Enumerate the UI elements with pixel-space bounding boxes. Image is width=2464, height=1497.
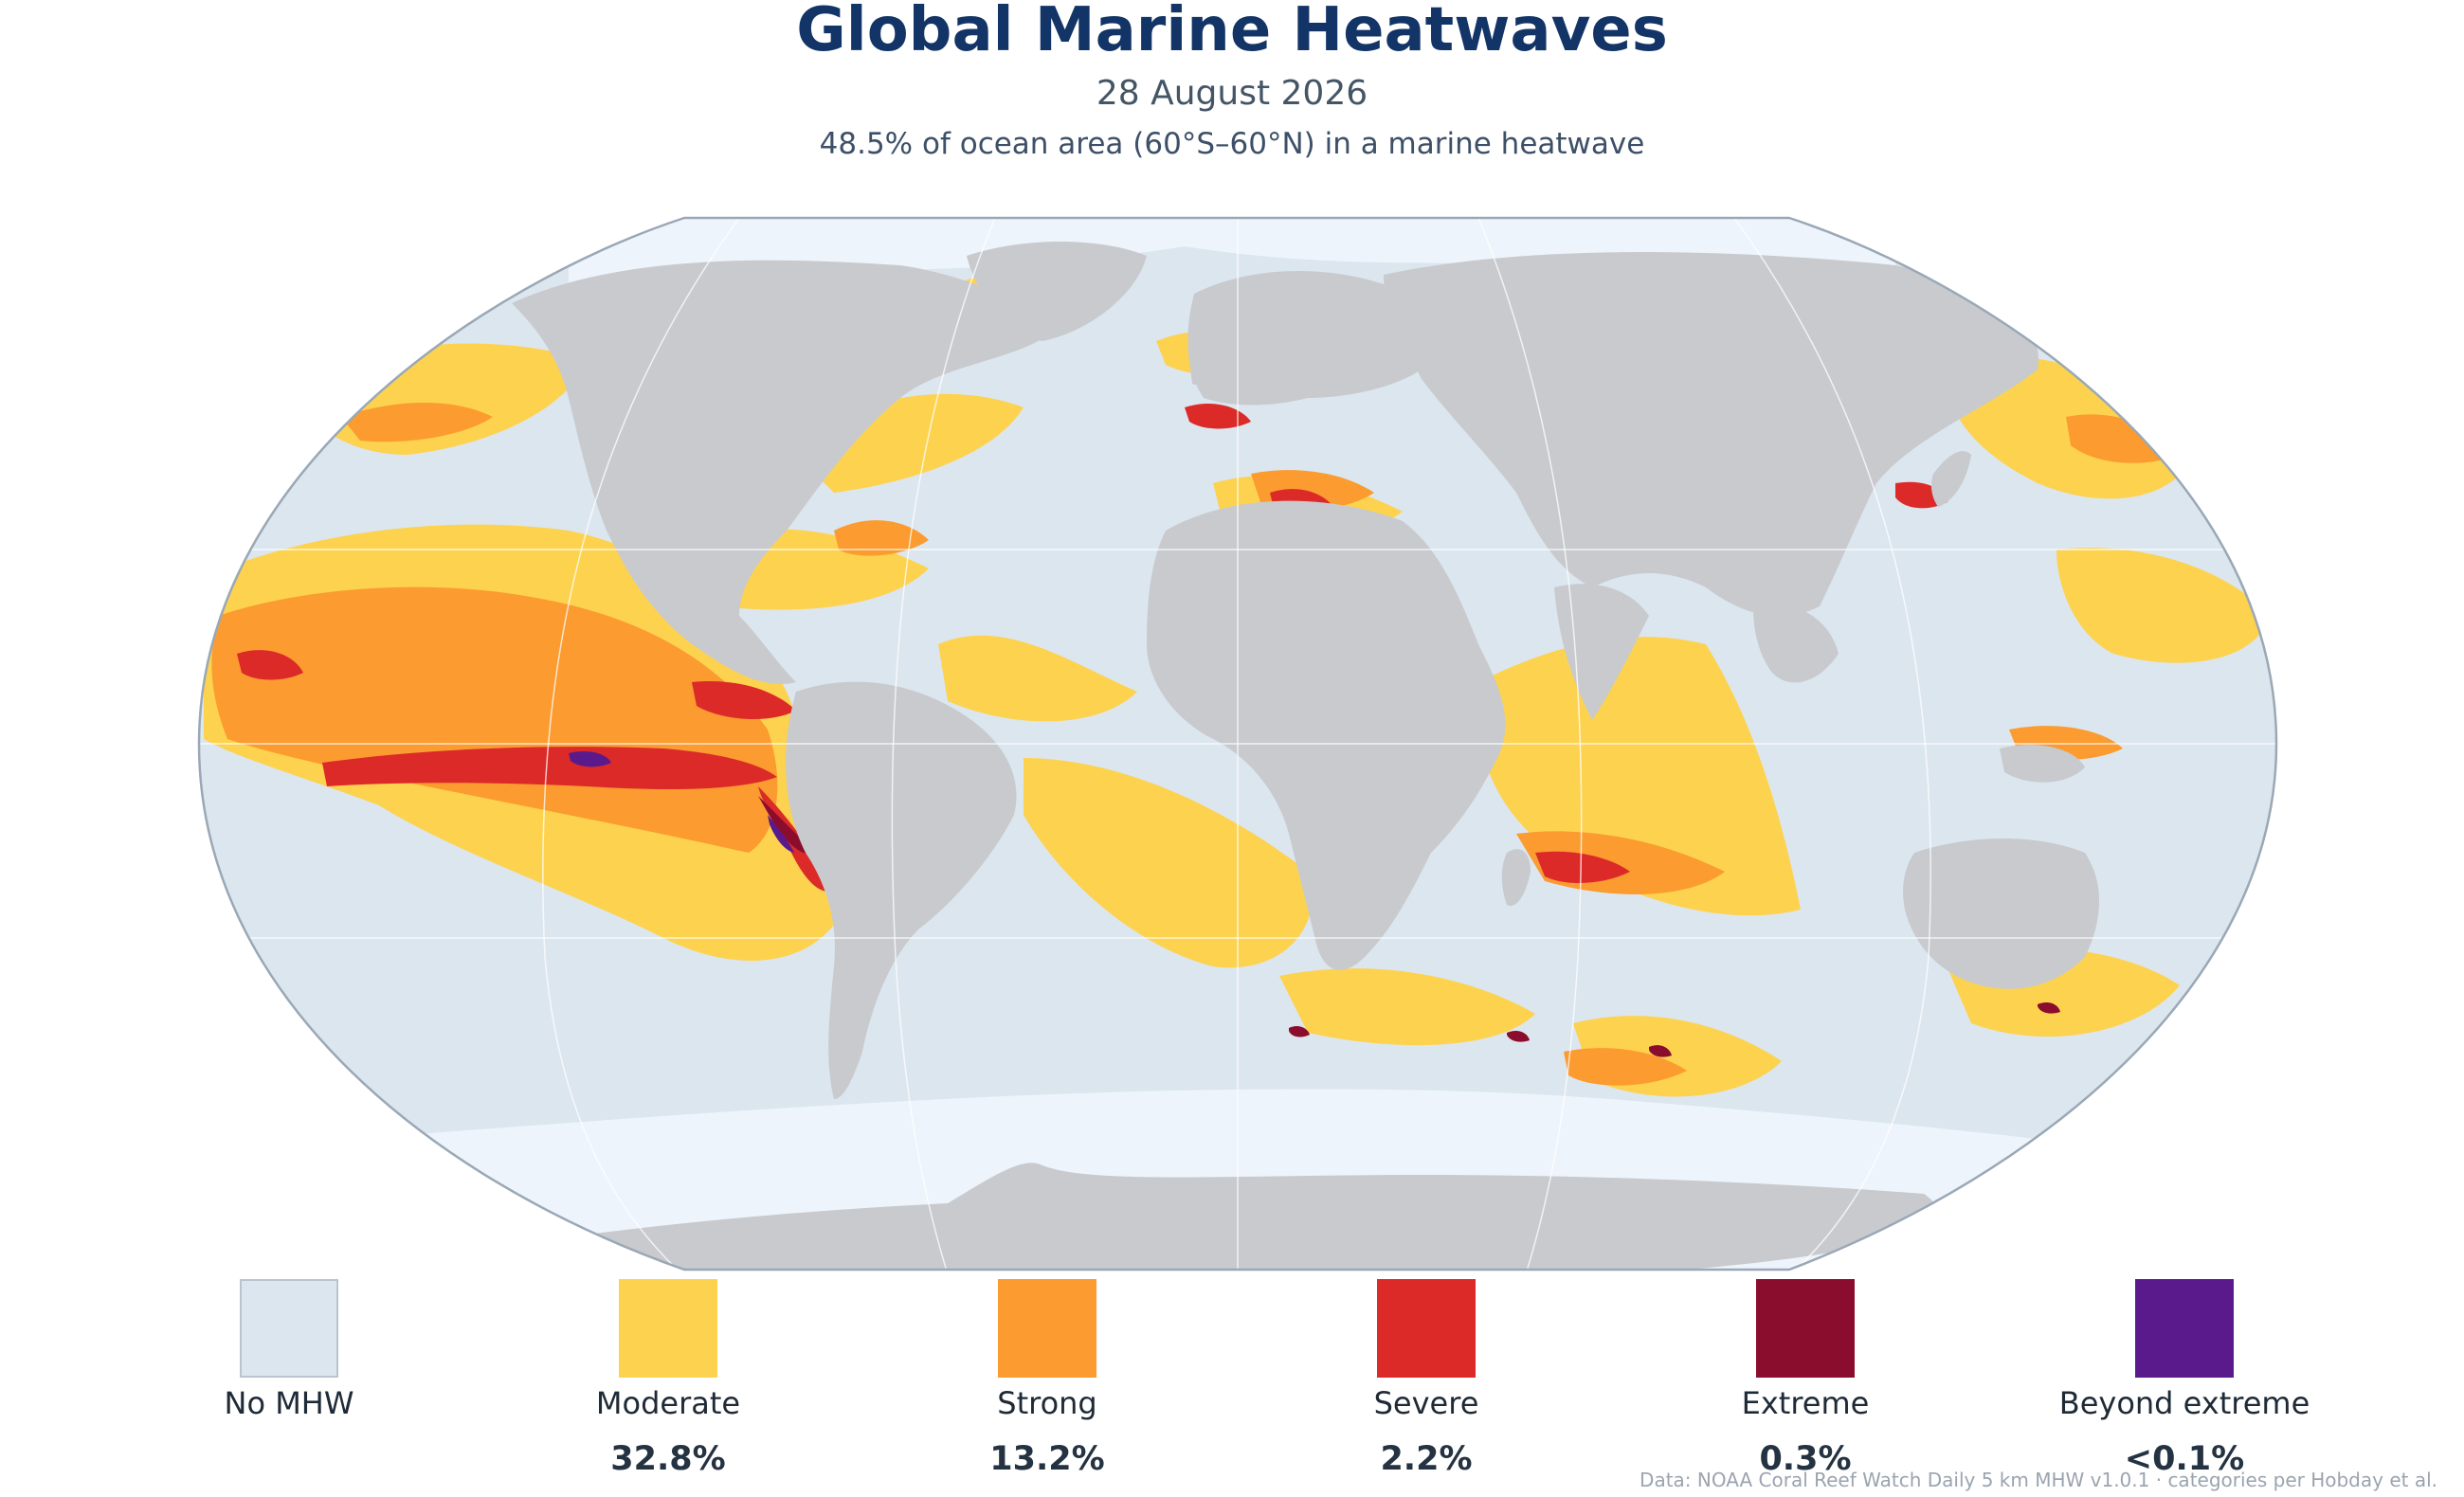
legend-swatch	[2135, 1279, 2234, 1378]
map-date: 28 August 2026	[1096, 74, 1368, 113]
legend-swatch	[240, 1279, 338, 1378]
legend-label: No MHW	[224, 1385, 354, 1421]
summary-text: 48.5% of ocean area (60°S–60°N) in a mar…	[819, 127, 1645, 161]
new-guinea	[2000, 745, 2085, 783]
page-title: Global Marine Heatwaves	[796, 0, 1668, 65]
legend-swatch	[998, 1279, 1096, 1378]
legend-item-severe: Severe 2.2%	[1237, 1279, 1616, 1478]
madagascar	[1501, 849, 1531, 906]
legend-label: Severe	[1373, 1385, 1479, 1421]
legend-item-extreme: Extreme 0.3%	[1616, 1279, 1995, 1478]
data-credit: Data: NOAA Coral Reef Watch Daily 5 km M…	[1640, 1469, 2437, 1491]
africa	[1147, 500, 1506, 970]
japan	[1930, 451, 1971, 507]
legend-value: <0.1%	[2124, 1440, 2245, 1478]
south-america	[786, 681, 1017, 1099]
arctic-sea-ice	[569, 218, 1895, 303]
legend-swatch	[619, 1279, 717, 1378]
legend-label: Moderate	[595, 1385, 741, 1421]
greenland	[967, 242, 1147, 341]
australia	[1903, 839, 2099, 989]
british-isles	[1189, 349, 1218, 386]
legend-item-moderate: Moderate 32.8%	[479, 1279, 858, 1478]
legend-value: 13.2%	[989, 1440, 1105, 1478]
legend-value: 0.3%	[1759, 1440, 1852, 1478]
asia	[1384, 252, 2039, 617]
legend-swatch	[1377, 1279, 1476, 1378]
antarctica	[360, 1163, 1938, 1270]
legend-swatch	[1756, 1279, 1855, 1378]
europe	[1187, 271, 1429, 406]
legend-item-beyond-extreme: Beyond extreme <0.1%	[1995, 1279, 2374, 1478]
legend-label: Extreme	[1741, 1385, 1870, 1421]
legend-value: 2.2%	[1380, 1440, 1473, 1478]
map-content	[199, 218, 2276, 1270]
legend-value: 32.8%	[610, 1440, 726, 1478]
legend-item-strong: Strong 13.2%	[858, 1279, 1237, 1478]
graticule	[199, 218, 2276, 1270]
legend-item-no-mhw: No MHW	[100, 1279, 479, 1440]
map-border	[197, 216, 2278, 1272]
legend-label: Strong	[997, 1385, 1097, 1421]
beyond-extreme-heatwave-areas	[569, 751, 794, 853]
legend-label: Beyond extreme	[2058, 1385, 2310, 1421]
southeast-asia	[1753, 604, 1839, 683]
